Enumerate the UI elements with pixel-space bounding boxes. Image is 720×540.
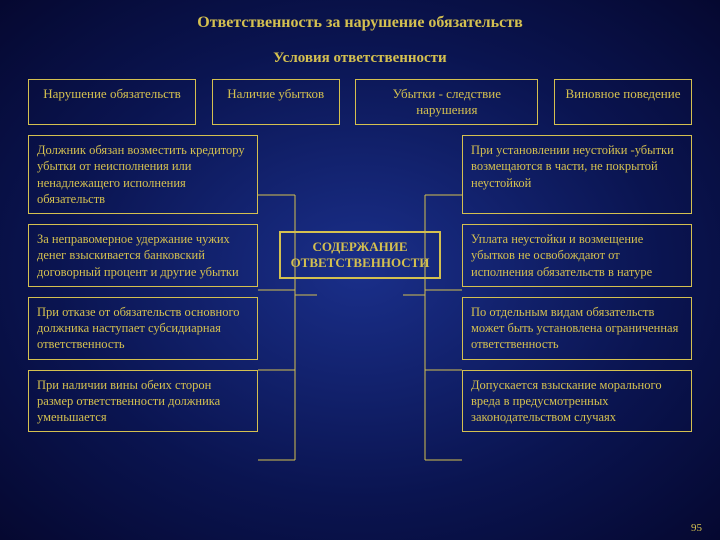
center-line-1: СОДЕРЖАНИЕ xyxy=(291,239,430,255)
page-subtitle: Условия ответственности xyxy=(0,50,720,67)
page-title: Ответственность за нарушение обязательст… xyxy=(0,0,720,32)
center-line-2: ОТВЕТСТВЕННОСТИ xyxy=(291,255,430,271)
right-box-4: Допускается взыскание морального вреда в… xyxy=(462,370,692,433)
left-box-3: При отказе от обязательств основного дол… xyxy=(28,297,258,360)
condition-3: Убытки - следствие нарушения xyxy=(355,79,538,125)
left-box-2: За неправомерное удержание чужих денег в… xyxy=(28,224,258,287)
condition-2: Наличие убытков xyxy=(212,79,340,125)
right-box-2: Уплата неустойки и возмещение убытков не… xyxy=(462,224,692,287)
page-number: 95 xyxy=(691,522,702,534)
right-box-1: При установлении неустойки -убытки возме… xyxy=(462,135,692,214)
left-box-4: При наличии вины обеих сторон размер отв… xyxy=(28,370,258,433)
content-grid: Должник обязан возместить кредитору убыт… xyxy=(0,125,720,432)
conditions-row: Нарушение обязательств Наличие убытков У… xyxy=(0,79,720,125)
condition-1: Нарушение обязательств xyxy=(28,79,196,125)
center-box: СОДЕРЖАНИЕ ОТВЕТСТВЕННОСТИ xyxy=(279,231,442,279)
left-box-1: Должник обязан возместить кредитору убыт… xyxy=(28,135,258,214)
condition-4: Виновное поведение xyxy=(554,79,692,125)
right-box-3: По отдельным видам обязательств может бы… xyxy=(462,297,692,360)
